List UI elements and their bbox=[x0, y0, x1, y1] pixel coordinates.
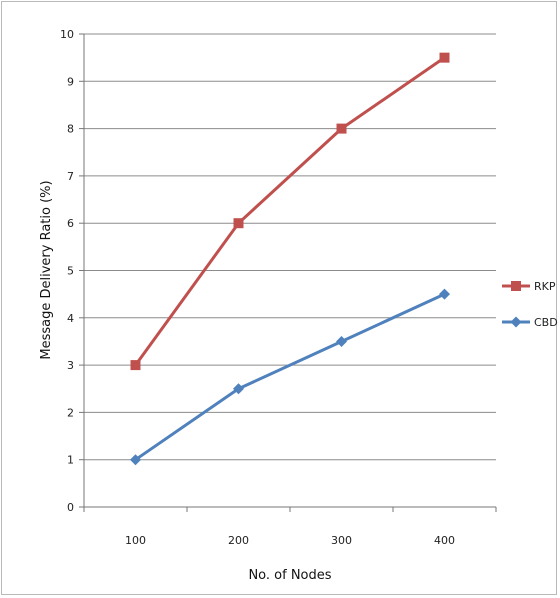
y-tick-label: 0 bbox=[67, 501, 74, 514]
data-point-rkp bbox=[439, 52, 450, 63]
legend-marker-rkp bbox=[511, 281, 521, 291]
data-point-cbds bbox=[130, 454, 141, 466]
y-tick-label: 4 bbox=[67, 312, 74, 325]
y-tick-label: 10 bbox=[60, 28, 74, 41]
series bbox=[130, 52, 450, 466]
legend: RKP CBDS bbox=[502, 280, 558, 329]
legend-marker-cbds bbox=[510, 316, 522, 328]
y-tick-label: 7 bbox=[67, 170, 74, 183]
data-point-rkp bbox=[130, 360, 141, 371]
x-tick-label: 200 bbox=[228, 534, 249, 547]
data-point-cbds bbox=[439, 288, 450, 300]
axes bbox=[79, 33, 497, 512]
y-tick-label: 5 bbox=[67, 265, 74, 278]
y-tick-label: 2 bbox=[67, 406, 74, 419]
y-tick-label: 1 bbox=[67, 454, 74, 467]
y-tick-labels: 0 1 2 3 4 5 6 7 8 9 10 bbox=[60, 28, 74, 514]
y-tick-label: 6 bbox=[67, 217, 74, 230]
y-tick-label: 8 bbox=[67, 123, 74, 136]
legend-label-rkp: RKP bbox=[534, 280, 556, 293]
x-tick-label: 100 bbox=[125, 534, 146, 547]
x-tick-label: 400 bbox=[434, 534, 455, 547]
legend-label-cbds: CBDS bbox=[534, 316, 558, 329]
series-line-rkp bbox=[134, 56, 446, 366]
x-tick-labels: 100 200 300 400 bbox=[125, 534, 455, 547]
series-line-cbds bbox=[134, 292, 446, 461]
data-point-rkp bbox=[336, 123, 347, 134]
y-tick-label: 3 bbox=[67, 359, 74, 372]
data-point-rkp bbox=[233, 218, 244, 229]
data-point-cbds bbox=[336, 335, 347, 347]
gridlines bbox=[84, 33, 496, 461]
x-tick-label: 300 bbox=[331, 534, 352, 547]
data-point-cbds bbox=[233, 383, 244, 395]
y-tick-label: 9 bbox=[67, 75, 74, 88]
x-axis-title: No. of Nodes bbox=[248, 568, 331, 583]
y-axis-title: Message Delivery Ratio (%) bbox=[39, 180, 54, 359]
